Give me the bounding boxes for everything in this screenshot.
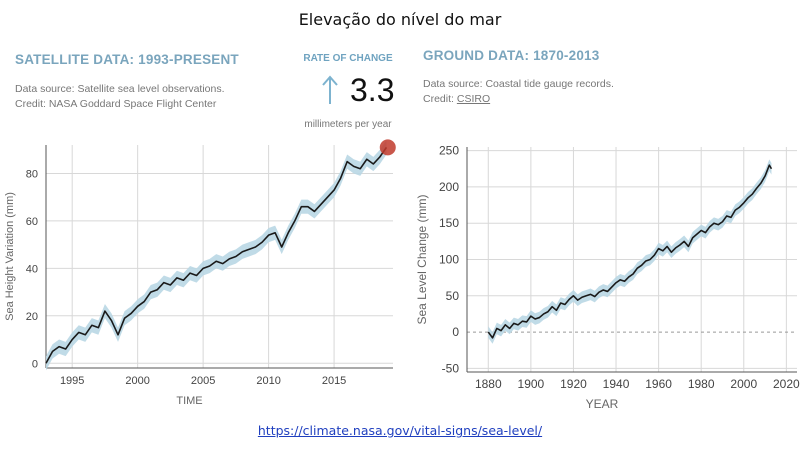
x-axis-title: YEAR (586, 397, 619, 411)
ground-source: Data source: Coastal tide gauge records.… (423, 77, 614, 107)
x-tick-label: 2005 (191, 375, 215, 387)
ground-source-text: Data source: Coastal tide gauge records. (423, 78, 614, 90)
x-tick-label: 1980 (688, 377, 715, 391)
ground-credit-line: Credit: CSIRO (423, 92, 614, 107)
x-tick-label: 1995 (60, 375, 84, 387)
y-tick-label: 100 (439, 253, 459, 267)
y-tick-label: 80 (26, 168, 38, 180)
rate-of-change-unit: millimeters per year (304, 119, 392, 130)
y-tick-label: 150 (439, 216, 459, 230)
satellite-source: Data source: Satellite sea level observa… (15, 82, 225, 112)
x-tick-label: 2010 (256, 375, 280, 387)
x-tick-label: 1960 (645, 377, 672, 391)
satellite-chart: 1995 2000 2005 2010 2015 0 20 40 60 80 TIME Sea Hei… (4, 139, 396, 407)
x-tick-label: 2020 (773, 377, 800, 391)
satellite-credit-text: Credit: NASA Goddard Space Flight Center (15, 98, 217, 110)
uncertainty-band (488, 159, 772, 344)
y-tick-label: -50 (442, 361, 460, 375)
y-tick-label: 0 (32, 358, 38, 370)
x-tick-label: 1920 (560, 377, 587, 391)
x-tick-label: 2015 (322, 375, 346, 387)
y-tick-label: 40 (26, 263, 38, 275)
rate-of-change-value: 3.3 (350, 72, 395, 108)
satellite-heading: SATELLITE DATA: 1993-PRESENT (15, 52, 239, 67)
y-tick-label: 250 (439, 144, 459, 158)
x-tick-label: 1940 (603, 377, 630, 391)
y-axis-title: Sea Level Change (mm) (415, 194, 429, 324)
y-tick-label: 0 (452, 325, 459, 339)
y-tick-label: 200 (439, 180, 459, 194)
csiro-link[interactable]: CSIRO (456, 93, 491, 105)
ground-heading: GROUND DATA: 1870-2013 (423, 48, 600, 63)
series-line (45, 146, 388, 364)
x-tick-label: 2000 (125, 375, 149, 387)
x-tick-label: 1900 (518, 377, 545, 391)
x-tick-label: 1880 (475, 377, 502, 391)
source-link[interactable]: https://climate.nasa.gov/vital-signs/sea… (257, 423, 543, 438)
x-axis-title: TIME (176, 395, 202, 407)
y-axis-title: Sea Height Variation (mm) (4, 192, 16, 321)
series-line (487, 164, 773, 339)
up-arrow-icon (321, 75, 339, 111)
endpoint-marker (379, 139, 396, 156)
satellite-source-text: Data source: Satellite sea level observa… (15, 83, 225, 95)
y-tick-label: 60 (26, 216, 38, 228)
ground-chart: 1880 1900 1920 1940 1960 1980 2000 2020 -50 0 50 10… (415, 144, 800, 411)
x-tick-label: 2000 (730, 377, 757, 391)
y-tick-label: 20 (26, 311, 38, 323)
uncertainty-band (46, 140, 387, 371)
rate-of-change-label: RATE OF CHANGE (303, 53, 393, 64)
page-title: Elevação do nível do mar (298, 10, 502, 29)
ground-credit-prefix: Credit: (423, 93, 454, 105)
y-tick-label: 50 (446, 289, 460, 303)
